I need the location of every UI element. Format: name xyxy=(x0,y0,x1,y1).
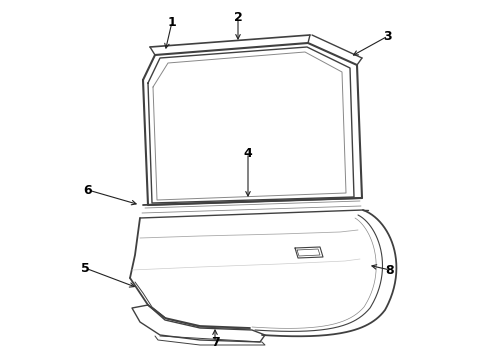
Text: 1: 1 xyxy=(168,15,176,28)
Text: 5: 5 xyxy=(81,261,89,274)
Text: 3: 3 xyxy=(384,30,392,42)
Text: 7: 7 xyxy=(211,336,220,348)
Text: 2: 2 xyxy=(234,10,243,23)
Text: 8: 8 xyxy=(386,264,394,276)
Text: 4: 4 xyxy=(244,147,252,159)
Text: 6: 6 xyxy=(84,184,92,197)
